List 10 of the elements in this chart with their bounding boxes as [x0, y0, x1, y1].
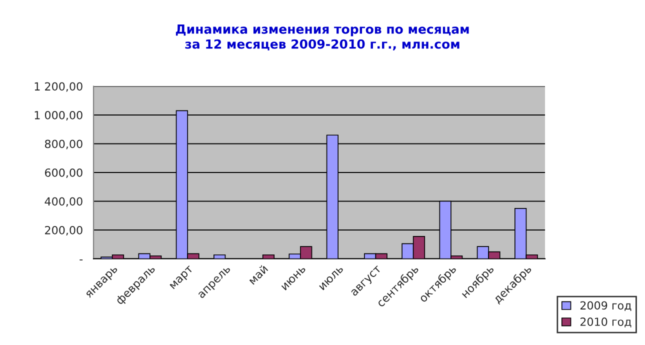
chart-title: Динамика изменения торгов по месяцам за 12 месяцев 2009-2010 г.г., млн.сом: [176, 24, 469, 50]
y-tick-label: 1 200,00: [34, 82, 82, 92]
y-tick-label: 800,00: [44, 140, 82, 150]
legend-label: 2009 год: [580, 301, 632, 312]
y-tick-label: 400,00: [44, 197, 82, 207]
y-tick-label: -: [80, 259, 83, 260]
y-tick-label: 1 000,00: [34, 110, 82, 121]
y-tick-label: 200,00: [45, 226, 82, 236]
legend-label: 2010 год: [580, 318, 632, 328]
y-tick-label: 600,00: [45, 168, 82, 178]
